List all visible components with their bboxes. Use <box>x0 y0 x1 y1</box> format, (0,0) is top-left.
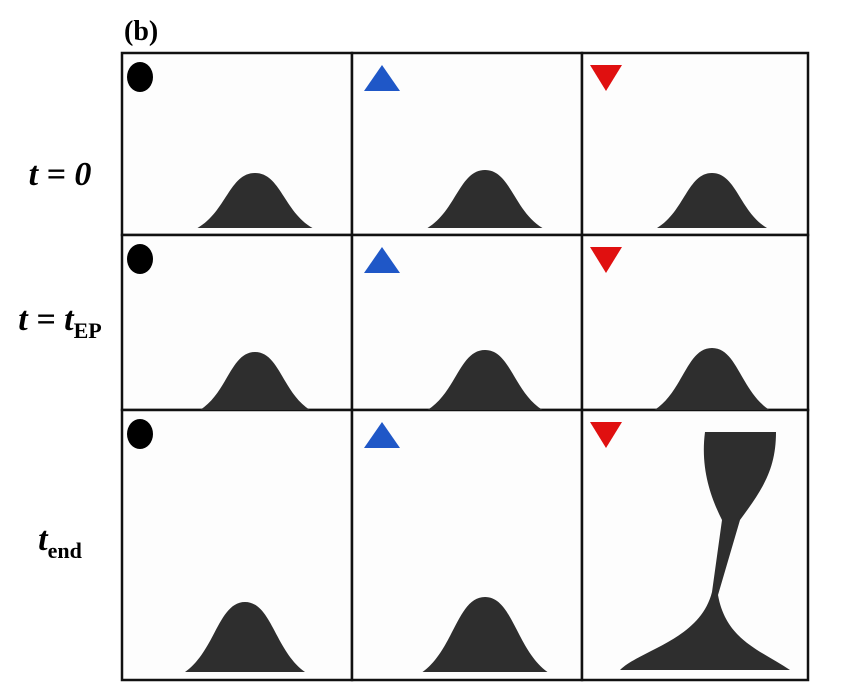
droplet <box>200 352 310 410</box>
row-label: t = 0 <box>29 156 92 193</box>
droplet <box>657 173 767 228</box>
droplet-stretched <box>620 432 790 670</box>
marker-triangle-up <box>364 422 400 448</box>
marker-circle <box>127 62 153 92</box>
droplet <box>654 348 770 410</box>
panel-label: (b) <box>124 16 158 47</box>
row-label-sub: end <box>48 538 82 563</box>
marker-circle <box>127 419 153 449</box>
marker-circle <box>127 244 153 274</box>
row-labels: t = 0 t = tEP tend <box>18 156 101 563</box>
marker-triangle-down <box>590 65 622 91</box>
marker-triangle-up <box>364 247 400 273</box>
marker-triangle-down <box>590 247 622 273</box>
row-label-base: t <box>38 521 49 558</box>
droplet <box>427 170 543 228</box>
row-label: t = tEP <box>18 301 101 343</box>
droplet <box>197 173 313 228</box>
marker-triangle-up <box>364 65 400 91</box>
droplet <box>185 602 305 672</box>
row-label-base: t = t <box>18 301 75 338</box>
row-label: tend <box>38 521 82 563</box>
droplet <box>427 350 543 410</box>
row-label-base: t = 0 <box>29 156 92 193</box>
droplet <box>422 597 548 672</box>
row-label-sub: EP <box>74 318 102 343</box>
marker-triangle-down <box>590 422 622 448</box>
image-grid <box>120 51 810 682</box>
